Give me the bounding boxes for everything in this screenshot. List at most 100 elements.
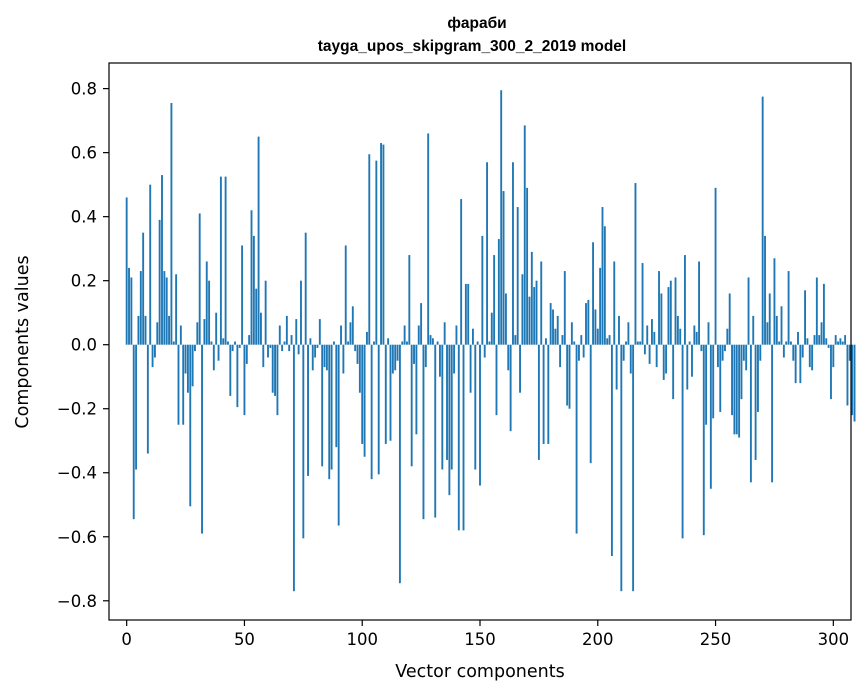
x-tick-label: 50: [234, 630, 255, 649]
bar-280: [785, 341, 788, 345]
bar-42: [224, 176, 227, 345]
bar-163: [509, 344, 512, 432]
bar-308: [851, 344, 854, 416]
bar-1: [128, 267, 130, 345]
bar-169: [523, 125, 526, 345]
bar-186: [563, 271, 566, 345]
bar-245: [702, 344, 705, 536]
bar-228: [662, 344, 665, 380]
bar-149: [476, 341, 479, 345]
bar-7: [142, 232, 145, 345]
bar-142: [460, 199, 463, 345]
bar-74: [300, 280, 302, 345]
bar-11: [151, 344, 154, 368]
bar-71: [292, 344, 295, 592]
bar-279: [782, 344, 785, 358]
bar-77: [307, 344, 309, 476]
bar-85: [325, 344, 328, 371]
bar-232: [672, 344, 675, 400]
plot-frame: [108, 62, 852, 621]
bar-265: [749, 344, 752, 483]
bar-269: [759, 344, 762, 361]
bar-95: [349, 322, 352, 345]
bar-83: [321, 344, 324, 467]
bar-304: [841, 341, 844, 345]
bar-291: [811, 344, 814, 371]
bar-45: [231, 344, 234, 352]
bar-99: [358, 344, 361, 393]
y-tick-label: −0.4: [57, 464, 97, 483]
bar-143: [462, 344, 465, 531]
bars-group: [125, 90, 856, 592]
bar-254: [724, 344, 726, 352]
bar-151: [481, 235, 484, 345]
bar-287: [801, 344, 804, 358]
bar-153: [486, 162, 488, 345]
y-axis-ticks: −0.8 −0.6 −0.4 −0.2 0.0 0.2 0.4 0.6 0.8: [57, 80, 109, 611]
bar-192: [577, 344, 580, 361]
bar-166: [516, 207, 519, 345]
bar-198: [592, 242, 594, 345]
bar-289: [806, 338, 809, 345]
bar-93: [344, 245, 347, 345]
bar-168: [521, 274, 524, 345]
bar-46: [234, 341, 236, 345]
bar-26: [186, 344, 189, 393]
bar-57: [259, 312, 262, 345]
bar-121: [410, 344, 413, 467]
bar-244: [700, 344, 703, 352]
bar-141: [457, 344, 460, 531]
bar-27: [189, 344, 192, 507]
bar-88: [333, 341, 335, 345]
bar-295: [820, 322, 823, 345]
bar-35: [208, 280, 211, 345]
bar-40: [219, 176, 222, 345]
bar-67: [283, 341, 286, 345]
bar-176: [540, 261, 543, 345]
bar-129: [429, 335, 432, 345]
bar-191: [575, 344, 578, 534]
bar-115: [396, 344, 399, 361]
bar-19: [170, 103, 173, 345]
bar-302: [837, 341, 839, 345]
y-tick-label: 0.6: [71, 144, 97, 163]
bar-33: [203, 319, 206, 345]
bar-147: [471, 328, 474, 345]
bar-292: [813, 335, 816, 345]
bar-246: [705, 344, 708, 425]
bar-297: [825, 338, 828, 345]
bar-256: [728, 293, 731, 345]
bar-223: [651, 319, 653, 345]
bar-296: [822, 283, 825, 345]
bar-274: [771, 344, 774, 483]
x-tick-label: 250: [700, 630, 732, 649]
bar-59: [264, 280, 267, 345]
bar-227: [660, 293, 663, 345]
bar-52: [248, 335, 251, 345]
bar-237: [683, 255, 686, 345]
bar-80: [314, 344, 317, 358]
bar-6: [139, 271, 142, 345]
bar-286: [799, 344, 802, 384]
bar-96: [351, 306, 354, 345]
bar-301: [834, 335, 837, 345]
y-tick-label: 0.8: [71, 80, 97, 99]
bar-275: [773, 258, 776, 345]
bar-117: [401, 341, 404, 345]
bar-158: [497, 239, 500, 345]
bar-82: [318, 319, 321, 345]
bar-174: [535, 280, 538, 345]
bar-184: [559, 344, 562, 368]
bar-229: [665, 344, 668, 374]
bar-37: [212, 344, 215, 371]
bar-119: [406, 341, 408, 345]
bar-214: [629, 344, 632, 374]
bar-194: [582, 344, 585, 358]
bar-104: [370, 344, 373, 480]
bar-29: [194, 344, 196, 352]
bar-233: [674, 277, 677, 345]
bar-123: [415, 344, 418, 435]
y-tick-label: 0.2: [71, 272, 97, 291]
bar-260: [738, 344, 741, 438]
bar-175: [537, 344, 540, 460]
